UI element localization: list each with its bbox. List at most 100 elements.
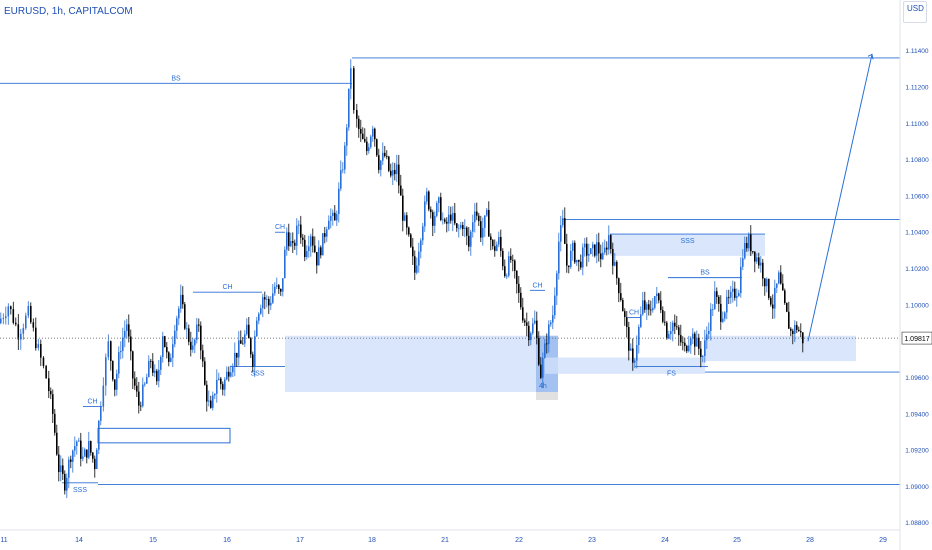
candle-body (550, 322, 552, 325)
candle-body (12, 309, 15, 323)
candle-body (744, 243, 746, 259)
candle-body (15, 322, 17, 325)
candle-body (594, 244, 596, 256)
candle-body (368, 147, 370, 152)
candle-body (118, 352, 120, 374)
candle-body (168, 352, 170, 362)
candle-body (178, 308, 180, 319)
candle-body (764, 278, 766, 287)
candle-body (142, 384, 144, 406)
candle-body (246, 324, 248, 335)
candle-body (766, 279, 768, 287)
candle-body (690, 338, 692, 346)
candle-body (668, 334, 670, 339)
x-tick-label: 18 (368, 537, 376, 544)
overlay-layer (0, 53, 900, 342)
candle-body (582, 247, 584, 268)
candle-body (432, 212, 434, 226)
candle-body (400, 185, 402, 196)
y-tick-label: 1.11200 (905, 84, 928, 91)
candle-body (682, 342, 684, 344)
candle-body (20, 333, 22, 340)
candle-body (692, 333, 694, 339)
candle-body (234, 352, 236, 367)
candle-body (370, 136, 372, 148)
candle-body (80, 440, 82, 459)
candle-body (662, 310, 664, 322)
candle-body (222, 384, 224, 390)
candle-body (518, 283, 520, 293)
candle-body (636, 345, 638, 361)
candle-body (616, 261, 618, 279)
candle-body (578, 259, 580, 262)
candle-body (718, 296, 720, 304)
candle-body (620, 293, 622, 300)
candle-body (730, 291, 732, 298)
candle-body (624, 311, 626, 318)
currency-badge[interactable] (903, 1, 927, 23)
candle-body (614, 261, 616, 266)
candle-body (780, 272, 782, 284)
candle-body (266, 299, 268, 300)
candle-body (484, 215, 486, 228)
candle-body (48, 378, 50, 392)
candle-body (698, 337, 700, 349)
candle-body (734, 288, 736, 298)
candle-body (526, 322, 528, 326)
candle-body (386, 155, 388, 157)
candle-body (156, 370, 158, 382)
candle-body (120, 351, 122, 353)
candle-body (502, 250, 504, 267)
candle-body (250, 338, 252, 355)
candle-body (542, 357, 544, 378)
candle-body (466, 227, 468, 236)
candle-body (492, 239, 494, 247)
candle-body (144, 383, 146, 385)
candle-body (152, 361, 154, 373)
candle-body (110, 341, 112, 362)
candle-body (794, 325, 796, 335)
candle-body (688, 345, 690, 352)
candle-body (476, 211, 478, 216)
candle-body (312, 236, 314, 246)
candle-body (358, 118, 360, 129)
candle-body (782, 283, 784, 291)
candle-body (140, 405, 142, 407)
candle-body (486, 209, 488, 216)
candle-body (76, 441, 78, 446)
y-tick-label: 1.09400 (905, 411, 929, 418)
candle-body (640, 314, 642, 327)
candle-body (728, 296, 730, 298)
candle-body (162, 336, 164, 358)
candle-body (2, 318, 5, 319)
candle-body (344, 145, 346, 170)
candle-body (606, 247, 608, 250)
candle-body (286, 232, 288, 250)
candle-body (452, 213, 454, 221)
candle-body (742, 258, 744, 267)
candle-body (324, 233, 326, 237)
level-label: CH (532, 282, 542, 289)
candle-body (546, 343, 548, 345)
last-price-label: 1.09817 (904, 336, 929, 343)
candle-body (254, 336, 256, 367)
candle-body (788, 311, 790, 329)
level-label: CH (222, 284, 232, 291)
candle-body (196, 324, 198, 340)
candle-body (124, 330, 126, 338)
candle-body (498, 236, 500, 245)
candle-body (318, 247, 320, 266)
candle-body (296, 225, 298, 246)
candle-body (154, 370, 156, 373)
candle-body (678, 327, 680, 336)
candle-body (504, 266, 506, 277)
candle-body (100, 406, 102, 421)
candle-body (716, 291, 718, 297)
candle-body (494, 246, 496, 251)
candle-body (762, 262, 764, 279)
candle-body (700, 348, 702, 358)
candle-body (508, 256, 510, 276)
candle-body (314, 245, 316, 253)
candle-body (586, 243, 588, 256)
